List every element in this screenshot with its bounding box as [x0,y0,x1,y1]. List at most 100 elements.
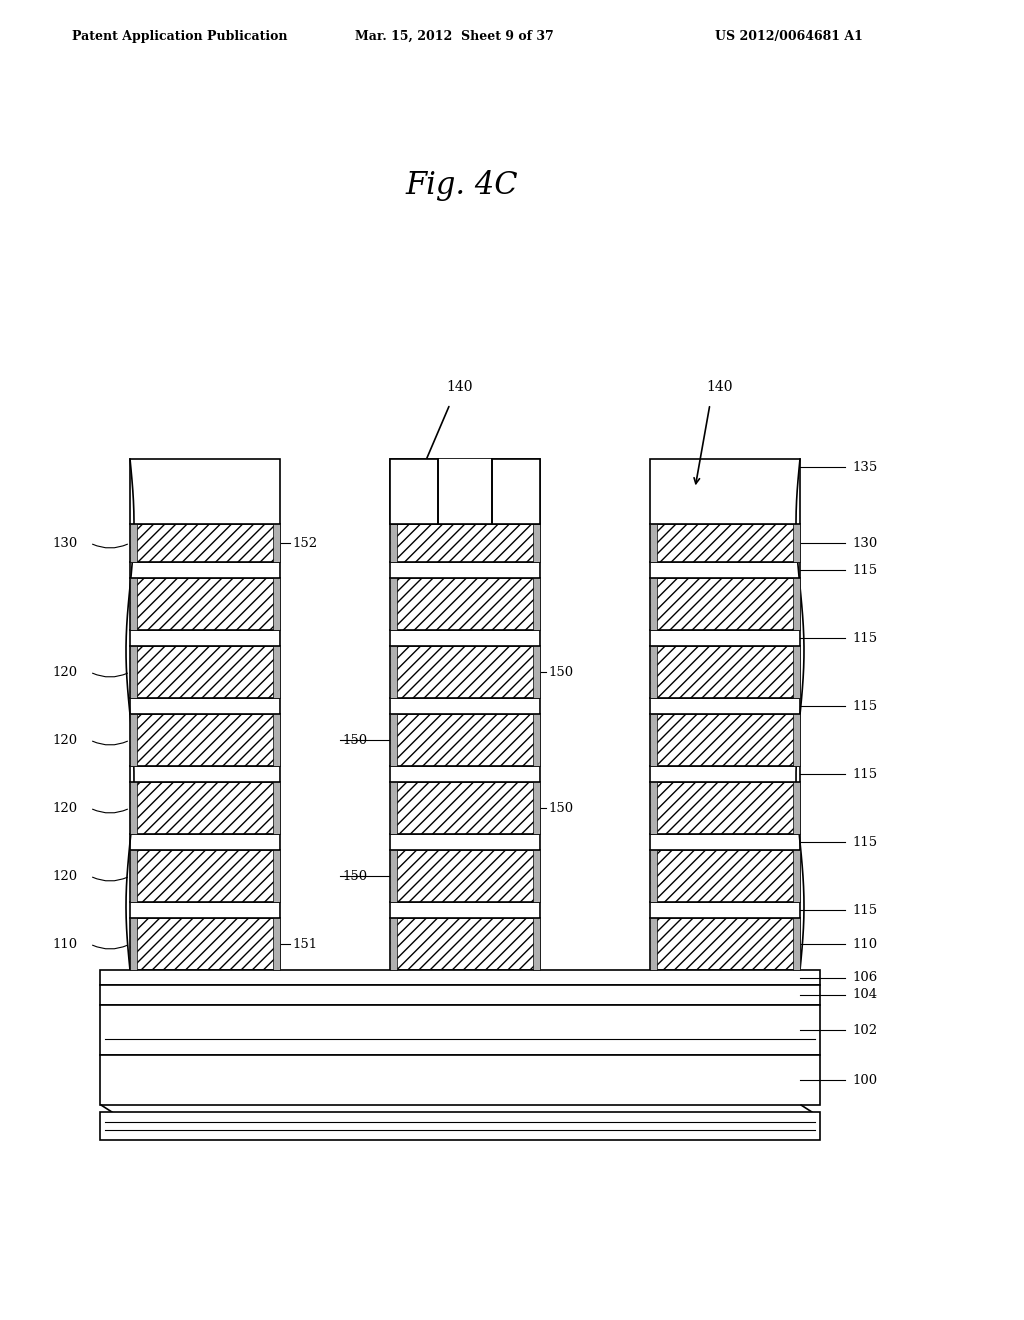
Text: 135: 135 [852,461,878,474]
Bar [650,578,800,630]
Bar [130,524,137,562]
Text: 150: 150 [342,734,368,747]
Bar [130,524,280,562]
Bar [130,578,137,630]
Bar [650,714,800,766]
Bar [650,524,657,562]
Text: 115: 115 [852,903,878,916]
Bar [793,578,800,630]
Bar [650,714,657,766]
Bar [390,781,540,834]
Bar [650,834,800,850]
Bar [390,578,540,630]
Bar [130,766,280,781]
Bar [130,578,280,630]
Bar [390,459,540,524]
Bar [100,1111,820,1140]
Bar [650,850,657,902]
Bar [390,766,540,781]
Bar [273,645,280,698]
Bar [130,834,280,850]
Bar [390,917,397,970]
Bar [273,524,280,562]
Bar [390,834,540,850]
Bar [650,630,800,645]
Bar [390,578,397,630]
Text: 120: 120 [53,801,78,814]
Bar [390,645,397,698]
Bar [534,781,540,834]
Bar [793,645,800,698]
Bar [390,524,540,562]
Bar [130,917,137,970]
Text: US 2012/0064681 A1: US 2012/0064681 A1 [715,30,863,44]
Bar [130,714,137,766]
Bar [100,1005,820,1055]
Text: 150: 150 [548,801,573,814]
Text: 130: 130 [53,536,78,549]
Text: 104: 104 [852,989,878,1002]
Text: 115: 115 [852,836,878,849]
Text: 110: 110 [852,937,878,950]
Text: 140: 140 [707,380,733,393]
Text: 150: 150 [548,665,573,678]
Bar [650,917,800,970]
Text: Fig. 4C: Fig. 4C [406,170,518,201]
Text: 102: 102 [852,1023,878,1036]
Bar [130,902,280,917]
Text: Patent Application Publication: Patent Application Publication [72,30,288,44]
Bar [130,850,280,902]
Bar [390,562,540,578]
Bar [534,524,540,562]
Bar [130,917,280,970]
Bar [534,578,540,630]
Bar [793,917,800,970]
Bar [793,524,800,562]
Bar [793,781,800,834]
Bar [650,698,800,714]
Text: 152: 152 [292,536,317,549]
Bar [650,645,657,698]
Bar [650,781,800,834]
Bar [130,459,280,524]
Bar [534,850,540,902]
Bar [534,645,540,698]
Bar [390,524,397,562]
Bar [534,714,540,766]
Bar [390,645,540,698]
Bar [100,985,820,1005]
Bar [492,459,540,524]
Bar [130,850,137,902]
Text: 120: 120 [53,870,78,883]
Bar [390,902,540,917]
Bar [390,714,540,766]
Text: 150: 150 [342,870,368,883]
Bar [273,714,280,766]
Bar [650,850,800,902]
Bar [130,698,280,714]
Text: 130: 130 [852,536,878,549]
Bar [650,902,800,917]
Bar [130,781,137,834]
Text: 115: 115 [852,564,878,577]
Bar [100,1055,820,1105]
Bar [273,781,280,834]
Text: 106: 106 [852,972,878,983]
Bar [273,917,280,970]
Bar [650,766,800,781]
Bar [793,850,800,902]
Bar [793,714,800,766]
Bar [130,714,280,766]
Bar [650,578,657,630]
Bar [390,698,540,714]
Bar [650,781,657,834]
Bar [130,645,280,698]
Bar [650,562,800,578]
Bar [130,630,280,645]
Text: 115: 115 [852,767,878,780]
Bar [273,578,280,630]
Bar [130,645,137,698]
Bar [390,781,397,834]
Bar [534,917,540,970]
Text: 140: 140 [446,380,473,393]
